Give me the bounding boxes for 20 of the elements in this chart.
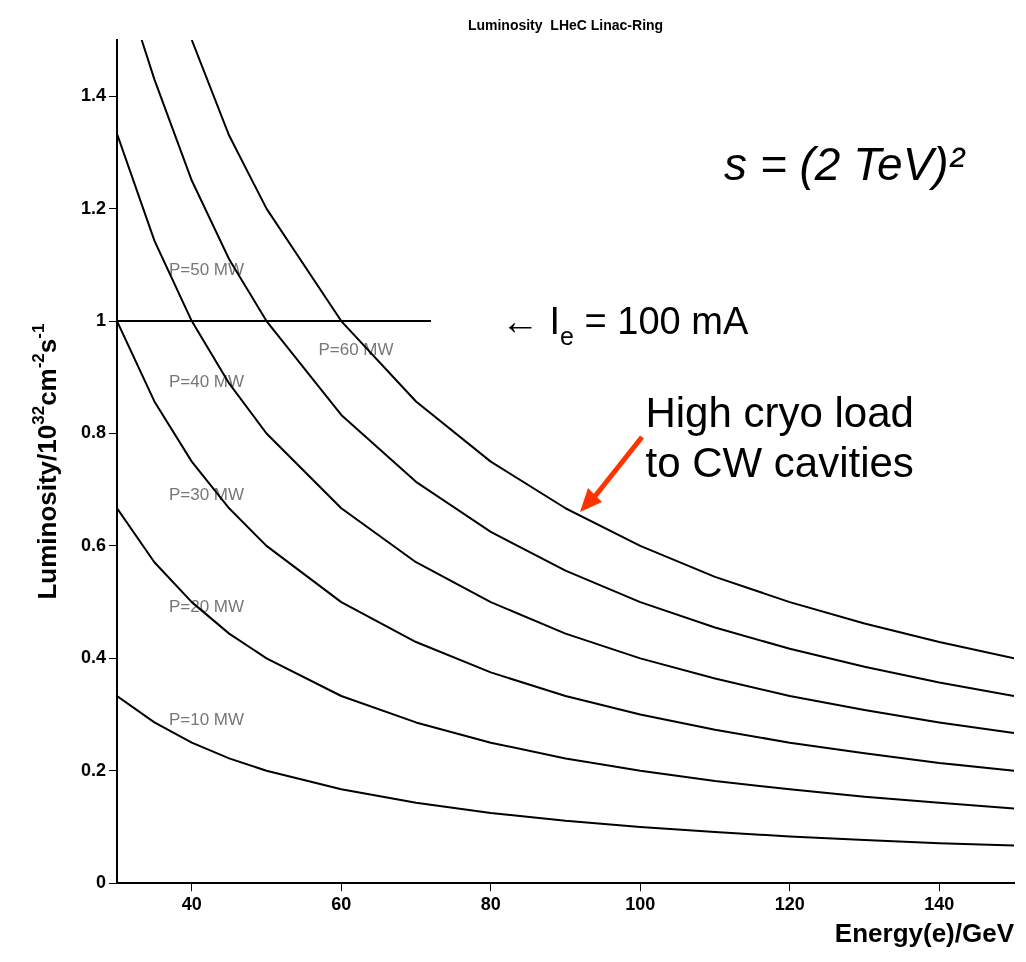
- x-tick-label: 100: [625, 893, 656, 914]
- y-tick-label: 0.2: [80, 759, 107, 780]
- chart-title: Luminosity LHeC Linac-Ring: [467, 17, 664, 33]
- y-tick-label: 1.4: [80, 85, 107, 106]
- annotation: High cryo load to CW cavities: [645, 389, 914, 487]
- y-tick-label: 0.8: [80, 422, 107, 443]
- y-tick-label: 0.4: [80, 647, 107, 668]
- x-tick-label: 40: [181, 893, 202, 914]
- y-axis-title: Luminosity/1032cm-2s-1: [29, 323, 62, 600]
- x-axis-title: Energy(e)/GeV: [834, 917, 1015, 948]
- y-tick-label: 0: [96, 872, 107, 893]
- x-tick-label: 120: [774, 893, 805, 914]
- series-label: P=10 MW: [168, 709, 245, 729]
- x-tick-label: 60: [331, 893, 352, 914]
- x-tick-label: 140: [924, 893, 955, 914]
- y-tick-label: 1: [96, 310, 107, 331]
- y-tick-label: 0.6: [80, 534, 107, 555]
- annotation: s = (2 TeV)²: [724, 138, 966, 190]
- x-tick-label: 80: [480, 893, 501, 914]
- y-tick-label: 1.2: [80, 197, 107, 218]
